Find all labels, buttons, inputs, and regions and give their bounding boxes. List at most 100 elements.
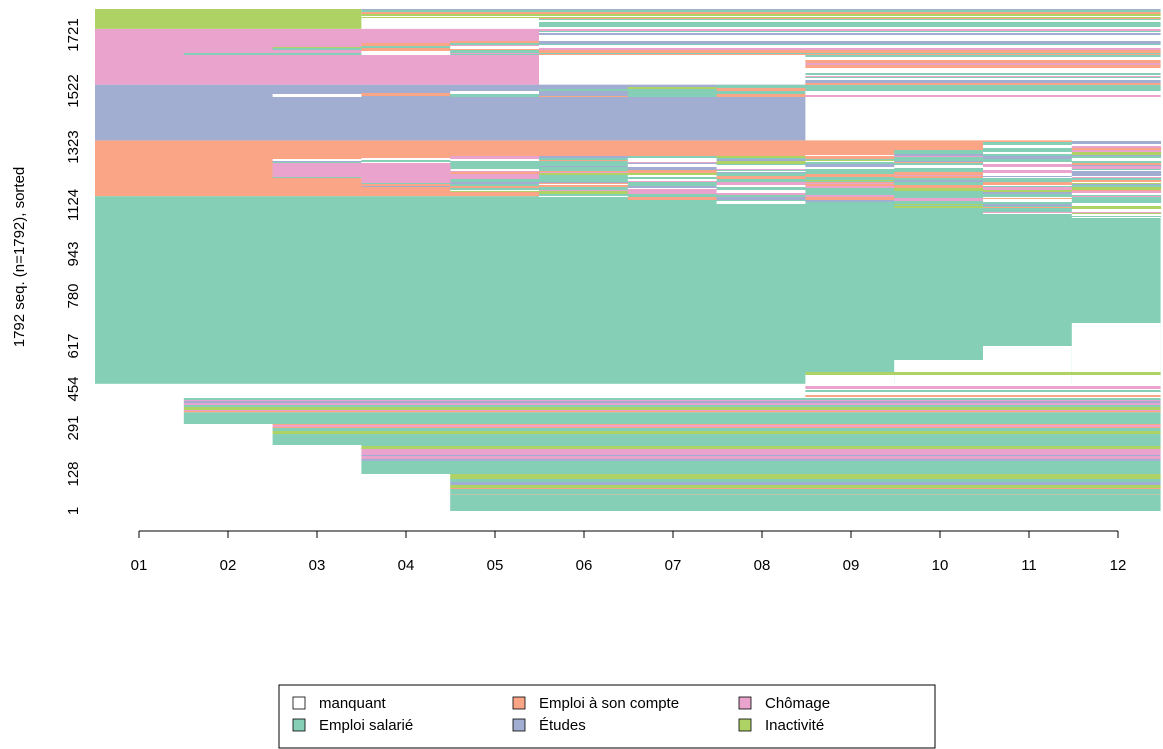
late-start-line [272,434,1161,436]
transition-strip-etu-tail-line [805,63,1161,65]
transition-strip-sal-9-line [894,156,984,157]
transition-strip-comp-11-line [1071,130,1162,132]
x-tick-label: 07 [665,557,682,574]
y-tick-label: 128 [65,461,82,486]
legend-label: Inactivité [765,717,824,734]
transition-strip-etu-tail-line [805,68,1161,69]
transition-strip-etu-6 [627,87,718,97]
transition-strip-sal-10-line [983,170,1073,173]
transition-strip-comp-8-line [805,155,895,156]
transition-strip-cho-4 [450,41,540,55]
transition-strip-bottom-line [805,386,1161,389]
transition-strip-sal-6 [627,156,718,200]
transition-strip-sal-6-line [627,167,718,168]
late-start-line [272,433,1161,434]
transition-strip-etu-4-line [450,94,540,97]
transition-strip-sal-11-line [1071,178,1162,180]
transition-strip-sal-10-line [983,210,1073,211]
transition-strip-cho-tail-line [539,38,1161,41]
transition-strip-sal-6-line [627,173,718,175]
transition-strip-etu-5 [539,89,629,97]
transition-strip-sal-7-line [716,167,806,169]
transition-strip-sal-11-line [1071,216,1162,217]
transition-strip-sal-8-line [805,181,895,182]
late-start-line [183,401,1161,403]
transition-strip-sal-2-line [272,161,362,162]
late-start-line [183,405,1161,407]
transition-strip-sal-8-line [805,164,895,167]
late-start-block-3 [361,445,1161,474]
legend-label: Emploi à son compte [539,695,679,712]
transition-strip-etu-tail-line [805,57,1161,58]
transition-strip-sal-8-line [805,194,895,195]
x-axis: 01 02 03 04 05 06 07 08 09 10 11 12 [131,530,1126,574]
chomage-shift-col3 [272,163,362,177]
transition-strip-sal-6-line [627,181,718,182]
transition-strip-comp-11-line [1071,145,1162,146]
transition-strip-etu-tail-line [805,87,1161,90]
transition-strip-sal-11-line [1071,174,1162,176]
transition-strip-cho-2-line [272,53,362,55]
transition-strip-cho-tail-line [539,44,1161,45]
legend-label: manquant [319,695,387,712]
state-band-3 [95,28,539,85]
transition-strip-sal-11-line [1071,206,1162,209]
transition-strip-sal-5-line [539,168,629,171]
plot-area [95,9,1162,511]
transition-strip-sal-5-line [539,182,629,183]
transition-strip-sal-7-line [716,164,806,165]
transition-strip-cho-tail-line [539,22,1161,25]
transition-strip-comp-11-line [1071,132,1162,135]
transition-strip-sal-7-line [716,197,806,200]
transition-strip-sal-6-line [627,179,718,181]
transition-strip-etu-tail-line [805,69,1161,71]
transition-strip-comp-11-line [1071,126,1162,127]
transition-strip-sal-10-line [983,156,1073,159]
transition-strip-sal-5 [539,156,629,197]
transition-strip-sal-9-line [894,175,984,176]
late-start-line [361,452,1161,455]
transition-strip-cho-3-line [361,51,451,54]
transition-strip-sal-9-line [894,169,984,172]
transition-strip-cho-tail-line [539,29,1161,31]
late-start-line [450,485,1161,488]
transition-strip-sal-8-line [805,162,895,164]
transition-strip-cho-tail-line [539,25,1161,27]
transition-strip-sal-7-line [716,201,806,204]
transition-strip-etu-tail-line [805,75,1161,76]
transition-strip-sal-9-line [894,207,984,208]
transition-strip-sal-9-line [894,195,984,198]
transition-strip-etu-6-line [627,92,718,93]
transition-strip-sal-4-line [450,171,540,172]
transition-strip-sal-5-line [539,167,629,168]
transition-strip-etu-7-line [716,88,806,91]
transition-strip-sal-4-line [450,166,540,169]
transition-strip-sal-11-line [1071,213,1162,214]
transition-strip-sal-9-line [894,162,984,163]
transition-strip-sal-9-line [894,185,984,188]
transition-strip-sal-8-line [805,160,895,161]
transition-strip-sal-11-line [1071,195,1162,196]
x-tick-label: 10 [932,557,949,574]
transition-strip-sal-8-line [805,200,895,202]
transition-strip-sal-7-line [716,187,806,189]
transition-strip-sal-9-line [894,188,984,191]
transition-strip-sal-7-line [716,182,806,185]
transition-strip-cho-tail-line [539,33,1161,35]
transition-strip-sal-10-line [983,177,1073,178]
transition-strip-sal-4-line [450,163,540,166]
transition-strip-sal-8-line [805,183,895,184]
transition-strip-sal-3-line [361,161,451,162]
transition-strip-comp-10-line [983,154,1073,156]
y-tick-label: 943 [65,241,82,266]
late-start-line [361,445,1161,446]
transition-strip-bottom [805,386,1161,398]
transition-strip-sal-10-line [983,208,1073,210]
late-start-line [183,407,1161,410]
transition-strip-sal-4-line [450,169,540,171]
transition-strip-sal-7-line [716,193,806,195]
x-tick-label: 01 [131,557,148,574]
transition-strip-comp-11-line [1071,137,1162,138]
transition-strip-cho-3-line [361,43,451,46]
transition-strip-sal-10-line [983,207,1073,208]
